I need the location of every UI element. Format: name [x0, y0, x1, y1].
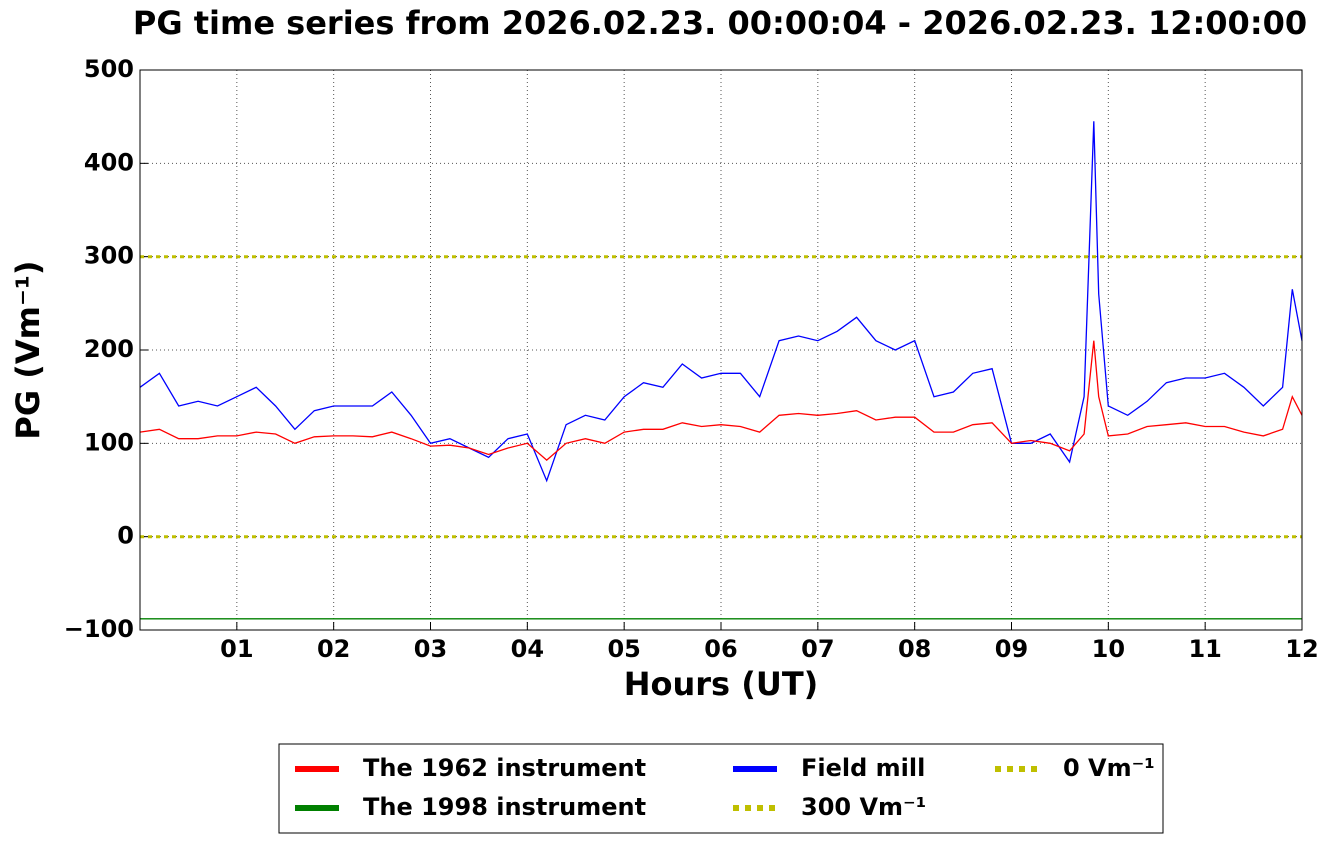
legend-label: Field mill — [801, 754, 925, 782]
x-tick-label: 03 — [414, 635, 447, 663]
x-tick-label: 04 — [511, 635, 544, 663]
legend-box — [278, 743, 1164, 834]
legend-label: The 1998 instrument — [363, 793, 646, 821]
plot-frame — [139, 69, 1303, 631]
x-tick-label: 05 — [607, 635, 640, 663]
y-tick-label: 300 — [84, 242, 134, 270]
x-tick-label: 02 — [317, 635, 350, 663]
y-tick-label: 100 — [84, 428, 134, 456]
x-tick-label: 09 — [995, 635, 1028, 663]
y-tick-label: 0 — [117, 522, 134, 550]
legend-label: 300 Vm⁻¹ — [801, 793, 926, 821]
y-tick-label: 200 — [84, 335, 134, 363]
legend-label: The 1962 instrument — [363, 754, 646, 782]
x-tick-label: 11 — [1188, 635, 1221, 663]
y-tick-label: −100 — [64, 615, 134, 643]
y-tick-label: 400 — [84, 148, 134, 176]
x-tick-label: 10 — [1092, 635, 1125, 663]
x-tick-label: 07 — [801, 635, 834, 663]
series-line — [139, 340, 1303, 461]
y-tick-label: 500 — [84, 55, 134, 83]
x-tick-label: 08 — [898, 635, 931, 663]
chart-title: PG time series from 2026.02.23. 00:00:04… — [133, 4, 1307, 42]
x-axis-label: Hours (UT) — [624, 665, 819, 703]
x-tick-label: 06 — [704, 635, 737, 663]
x-tick-label: 01 — [220, 635, 253, 663]
series-line — [139, 121, 1303, 483]
y-axis-label: PG (Vm⁻¹) — [9, 260, 47, 439]
legend-label: 0 Vm⁻¹ — [1063, 754, 1155, 782]
x-tick-label: 12 — [1285, 635, 1318, 663]
